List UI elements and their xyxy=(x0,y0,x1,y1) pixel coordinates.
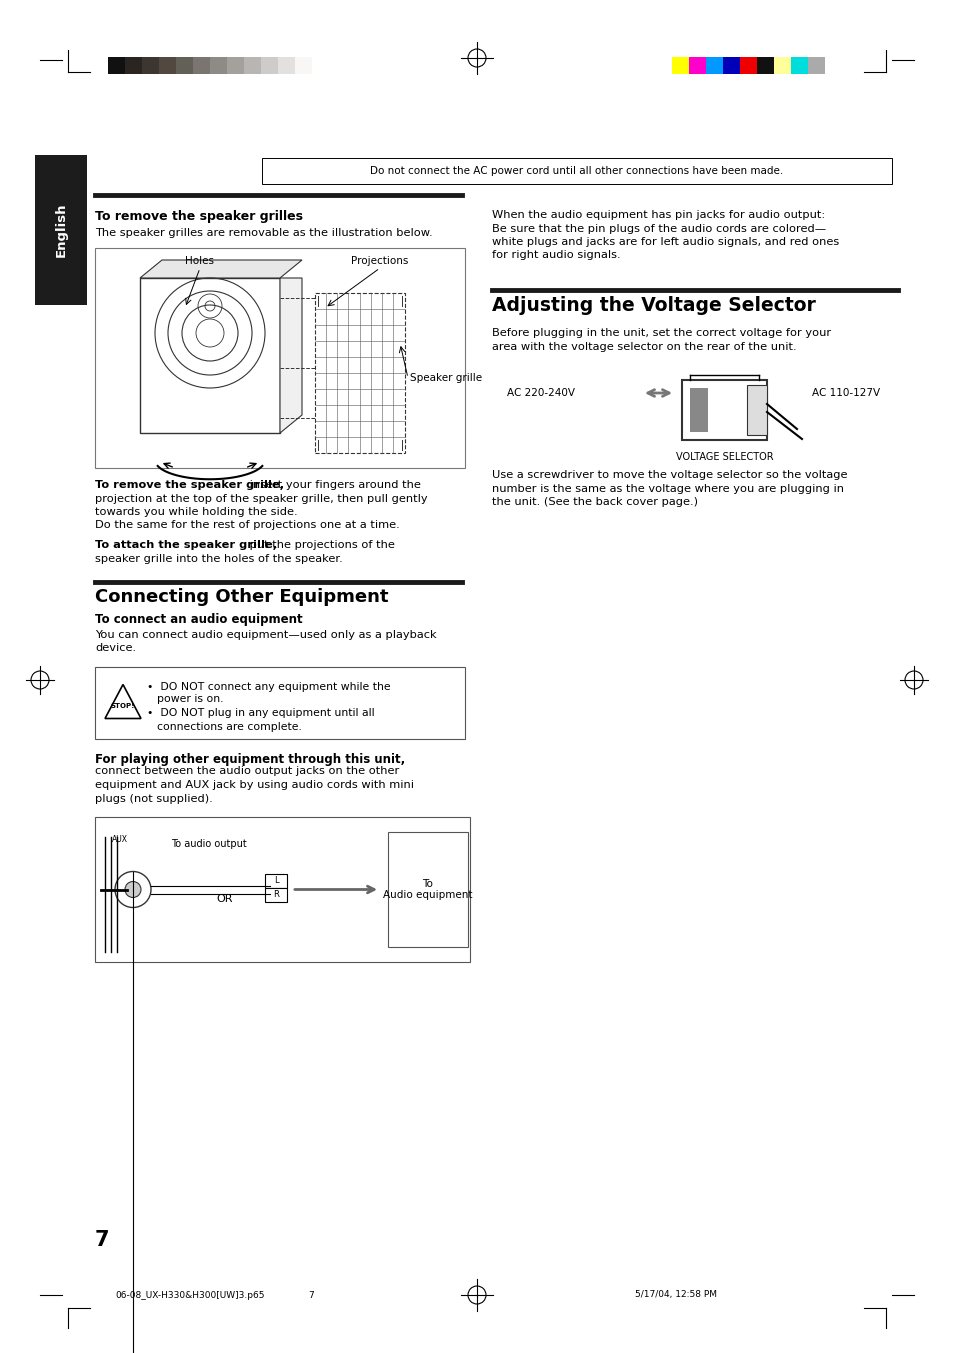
Text: Projections: Projections xyxy=(351,256,408,267)
Bar xyxy=(688,57,705,74)
Text: To remove the speaker grilles: To remove the speaker grilles xyxy=(95,210,303,223)
Bar xyxy=(277,57,294,74)
Text: Use a screwdriver to move the voltage selector so the voltage: Use a screwdriver to move the voltage se… xyxy=(492,469,846,480)
Bar xyxy=(773,57,790,74)
Bar xyxy=(125,57,142,74)
Bar xyxy=(757,57,773,74)
Text: 7: 7 xyxy=(308,1291,314,1299)
Bar xyxy=(175,57,193,74)
Text: •  DO NOT plug in any equipment until all: • DO NOT plug in any equipment until all xyxy=(147,709,375,718)
Text: 5/17/04, 12:58 PM: 5/17/04, 12:58 PM xyxy=(635,1291,717,1299)
Text: the unit. (See the back cover page.): the unit. (See the back cover page.) xyxy=(492,497,698,507)
Bar xyxy=(314,294,405,453)
Text: 7: 7 xyxy=(95,1230,110,1250)
Text: To remove the speaker grille,: To remove the speaker grille, xyxy=(95,480,284,490)
Text: connect between the audio output jacks on the other: connect between the audio output jacks o… xyxy=(95,767,399,777)
Text: connections are complete.: connections are complete. xyxy=(157,721,301,732)
Text: To connect an audio equipment: To connect an audio equipment xyxy=(95,613,302,626)
Bar xyxy=(193,57,210,74)
Bar xyxy=(95,667,464,739)
Bar xyxy=(705,57,722,74)
Bar xyxy=(261,57,277,74)
Bar xyxy=(142,57,159,74)
Bar xyxy=(108,57,125,74)
Bar xyxy=(671,57,688,74)
Bar xyxy=(244,57,261,74)
Text: for right audio signals.: for right audio signals. xyxy=(492,250,620,261)
Text: R: R xyxy=(273,890,278,898)
Bar xyxy=(227,57,244,74)
Text: 06-08_UX-H330&H300[UW]3.p65: 06-08_UX-H330&H300[UW]3.p65 xyxy=(115,1291,264,1299)
Bar xyxy=(807,57,824,74)
Text: Speaker grille: Speaker grille xyxy=(410,373,481,383)
Circle shape xyxy=(125,882,141,897)
Bar xyxy=(95,817,470,962)
Text: L: L xyxy=(274,875,278,885)
Text: device.: device. xyxy=(95,643,136,653)
Polygon shape xyxy=(280,277,302,433)
Bar xyxy=(265,888,287,901)
Text: area with the voltage selector on the rear of the unit.: area with the voltage selector on the re… xyxy=(492,341,796,352)
Bar xyxy=(689,388,707,432)
Bar xyxy=(790,57,807,74)
Bar xyxy=(159,57,175,74)
Text: To
Audio equipment: To Audio equipment xyxy=(383,878,473,900)
Text: equipment and AUX jack by using audio cords with mini: equipment and AUX jack by using audio co… xyxy=(95,779,414,790)
Bar xyxy=(95,248,464,468)
Text: Be sure that the pin plugs of the audio cords are colored—: Be sure that the pin plugs of the audio … xyxy=(492,223,825,234)
Bar xyxy=(140,277,280,433)
Text: Do not connect the AC power cord until all other connections have been made.: Do not connect the AC power cord until a… xyxy=(370,166,782,176)
Text: power is on.: power is on. xyxy=(157,694,223,705)
Text: AC 220-240V: AC 220-240V xyxy=(506,388,575,398)
Text: English: English xyxy=(54,203,68,257)
Bar xyxy=(265,874,287,888)
Text: When the audio equipment has pin jacks for audio output:: When the audio equipment has pin jacks f… xyxy=(492,210,824,221)
Text: Holes: Holes xyxy=(185,256,214,267)
Text: projection at the top of the speaker grille, then pull gently: projection at the top of the speaker gri… xyxy=(95,494,427,503)
Text: put the projections of the: put the projections of the xyxy=(246,540,395,551)
Circle shape xyxy=(115,871,151,908)
Text: To audio output: To audio output xyxy=(171,839,247,848)
Bar xyxy=(35,156,87,304)
Text: insert your fingers around the: insert your fingers around the xyxy=(246,480,420,490)
Text: You can connect audio equipment—used only as a playback: You can connect audio equipment—used onl… xyxy=(95,629,436,640)
Text: AUX: AUX xyxy=(112,835,128,844)
Bar xyxy=(722,57,740,74)
Text: OR: OR xyxy=(216,894,233,905)
Text: STOP!: STOP! xyxy=(111,704,135,709)
Bar xyxy=(740,57,757,74)
Text: white plugs and jacks are for left audio signals, and red ones: white plugs and jacks are for left audio… xyxy=(492,237,839,248)
Bar xyxy=(210,57,227,74)
Text: For playing other equipment through this unit,: For playing other equipment through this… xyxy=(95,752,405,766)
Text: Do the same for the rest of projections one at a time.: Do the same for the rest of projections … xyxy=(95,521,399,530)
Text: VOLTAGE SELECTOR: VOLTAGE SELECTOR xyxy=(675,452,773,461)
Text: Before plugging in the unit, set the correct voltage for your: Before plugging in the unit, set the cor… xyxy=(492,327,830,338)
Bar xyxy=(294,57,312,74)
Bar xyxy=(262,158,891,184)
Text: The speaker grilles are removable as the illustration below.: The speaker grilles are removable as the… xyxy=(95,229,432,238)
Text: Adjusting the Voltage Selector: Adjusting the Voltage Selector xyxy=(492,296,815,315)
Bar xyxy=(388,832,468,947)
Text: Connecting Other Equipment: Connecting Other Equipment xyxy=(95,587,388,606)
Bar xyxy=(746,386,766,436)
Text: •  DO NOT connect any equipment while the: • DO NOT connect any equipment while the xyxy=(147,682,390,691)
Polygon shape xyxy=(105,685,141,718)
Bar xyxy=(681,380,766,440)
Text: plugs (not supplied).: plugs (not supplied). xyxy=(95,793,213,804)
Text: number is the same as the voltage where you are plugging in: number is the same as the voltage where … xyxy=(492,483,843,494)
Text: towards you while holding the side.: towards you while holding the side. xyxy=(95,507,297,517)
Text: To attach the speaker grille,: To attach the speaker grille, xyxy=(95,540,276,551)
Text: AC 110-127V: AC 110-127V xyxy=(811,388,880,398)
Text: speaker grille into the holes of the speaker.: speaker grille into the holes of the spe… xyxy=(95,553,342,563)
Polygon shape xyxy=(140,260,302,277)
